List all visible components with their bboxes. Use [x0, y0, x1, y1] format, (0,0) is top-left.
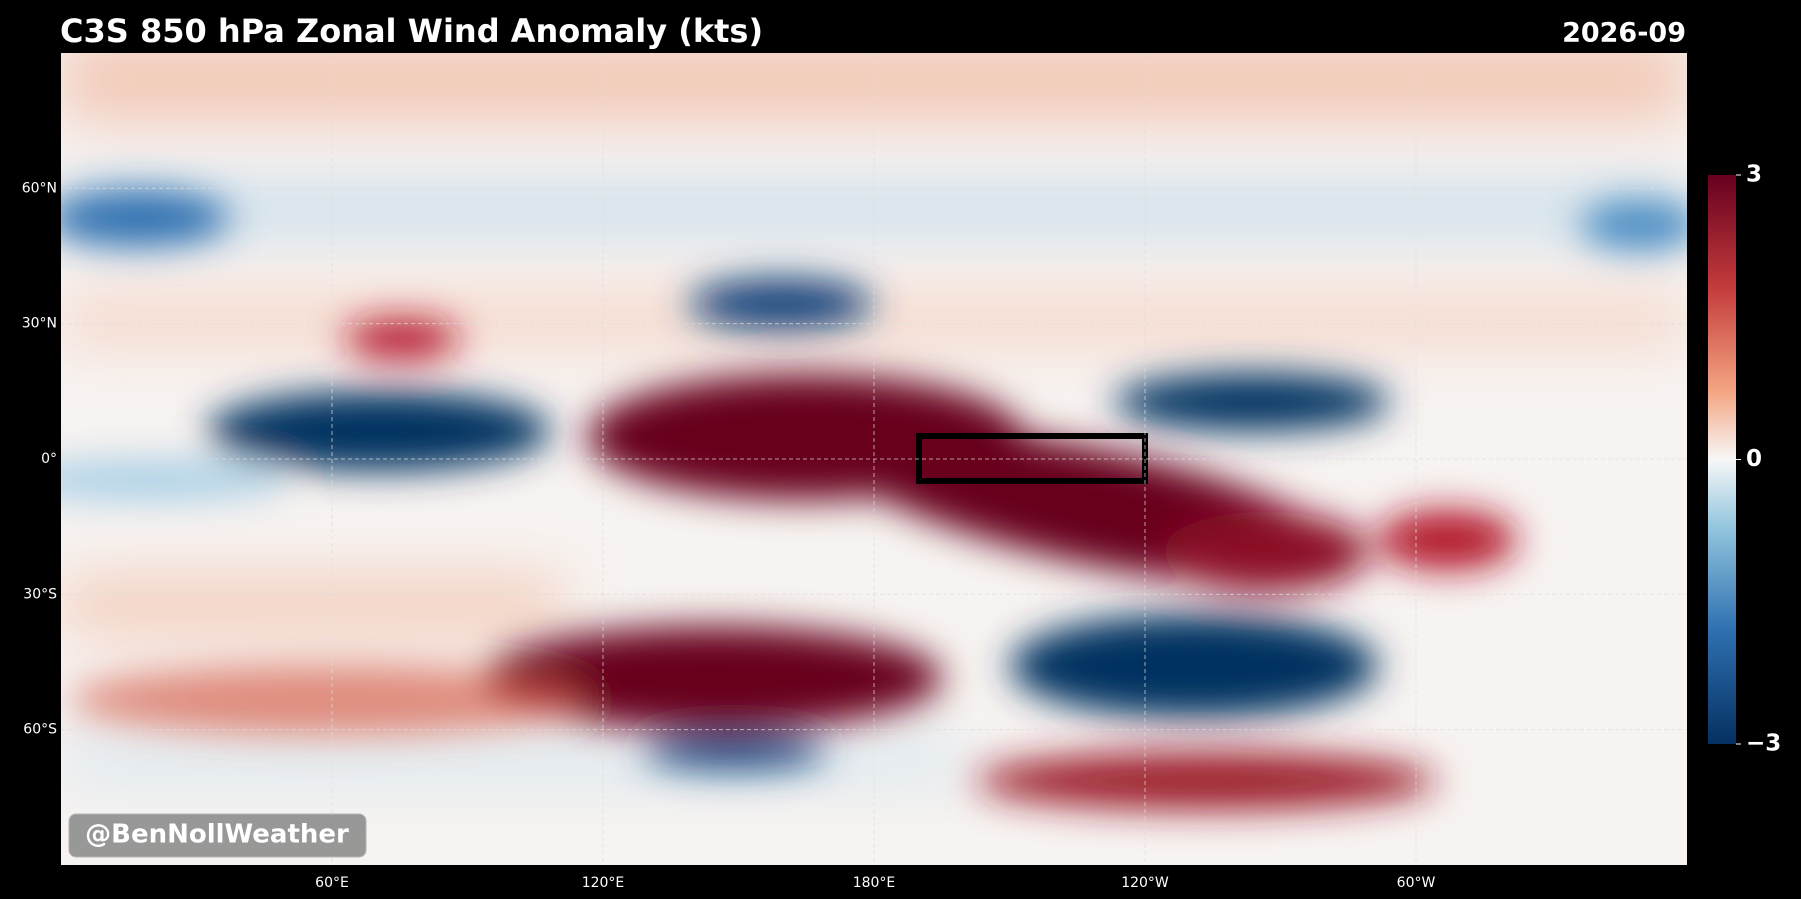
colorbar	[1708, 175, 1736, 744]
lon-tick-label: 120°W	[1121, 875, 1169, 891]
lat-tick-label: 60°N	[22, 180, 57, 196]
anomaly-field	[61, 53, 1687, 865]
watermark-box	[68, 813, 367, 858]
colorbar-tick-label: −3	[1746, 731, 1781, 757]
map-title: C3S 850 hPa Zonal Wind Anomaly (kts)	[60, 12, 763, 50]
lon-tick-label: 180°E	[853, 875, 896, 891]
lat-tick-label: 0°	[41, 451, 57, 467]
lat-tick-label: 60°S	[23, 722, 57, 738]
lat-tick-label: 30°S	[23, 586, 57, 602]
colorbar-tick-label: 0	[1746, 446, 1762, 472]
graticule	[61, 53, 1687, 865]
date-label: 2026-09	[1562, 18, 1686, 49]
colorbar-tick-label: 3	[1746, 162, 1762, 188]
lon-tick-label: 120°E	[582, 875, 625, 891]
watermark: @BenNollWeather	[85, 820, 349, 850]
lon-tick-label: 60°E	[315, 875, 349, 891]
lon-tick-label: 60°W	[1397, 875, 1436, 891]
lat-tick-label: 30°N	[22, 316, 57, 332]
